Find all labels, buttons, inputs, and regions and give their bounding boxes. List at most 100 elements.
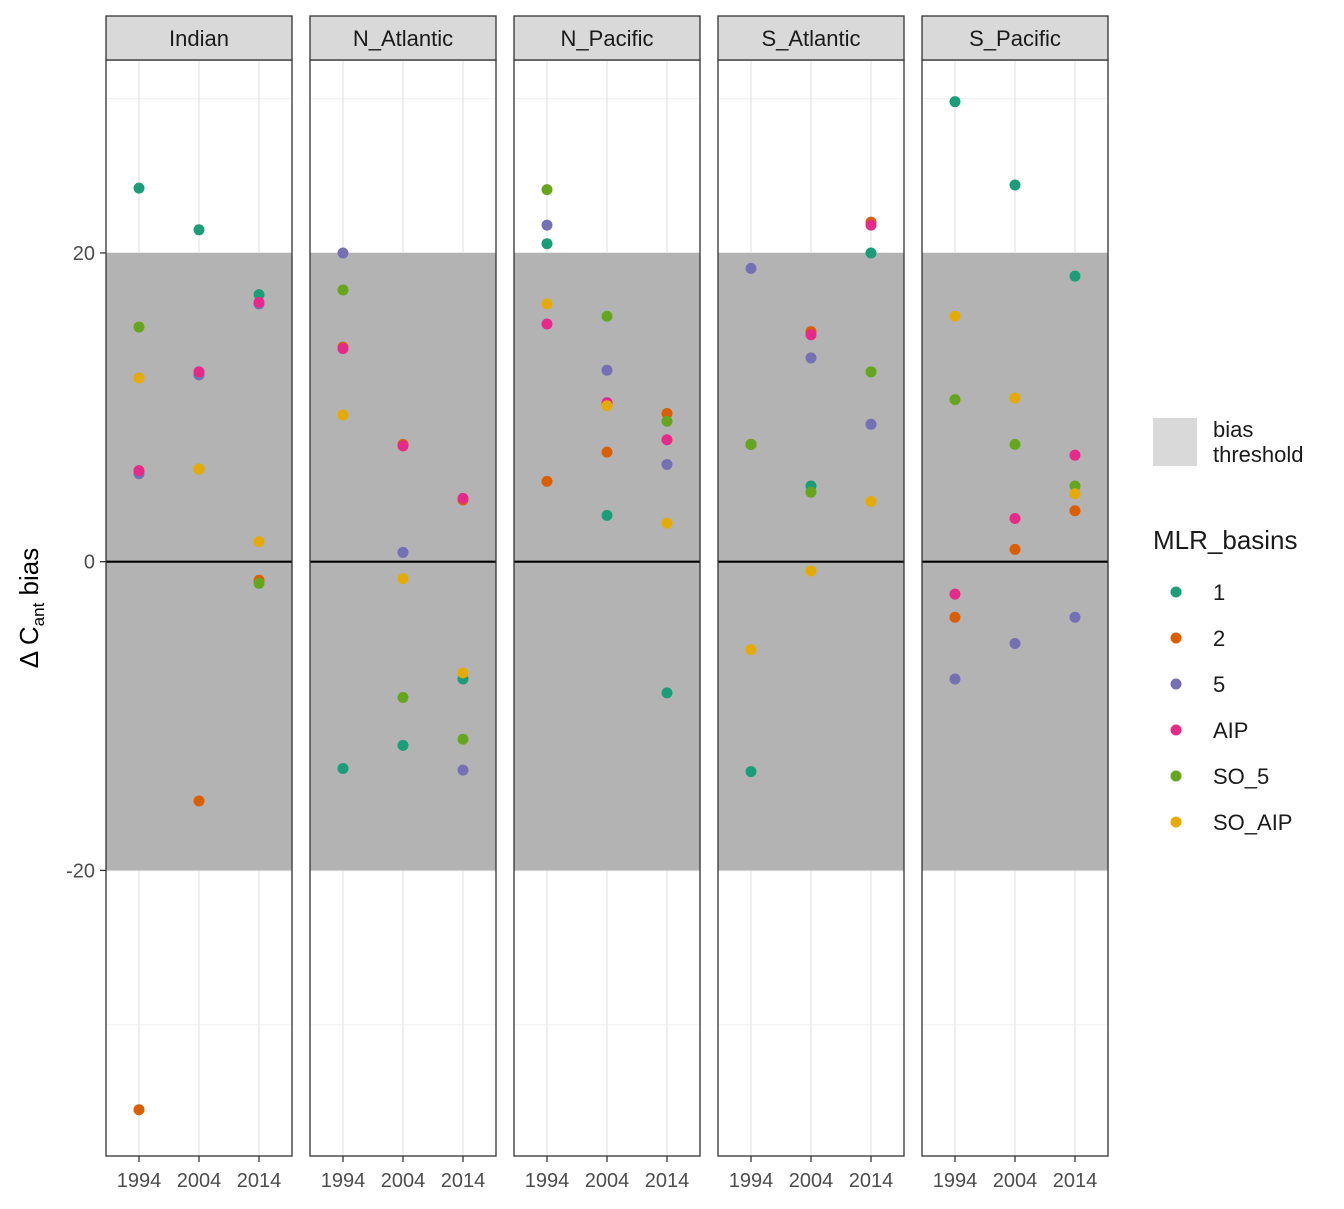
data-point	[541, 238, 553, 250]
data-point	[457, 764, 469, 776]
data-point	[193, 795, 205, 807]
x-tick-label: 2014	[237, 1170, 282, 1192]
data-point	[1009, 179, 1021, 191]
facet-panel: N_Atlantic 1994 2004 2014	[309, 15, 497, 1192]
legend-label: 5	[1213, 672, 1225, 697]
facet-strip-label: N_Pacific	[561, 26, 654, 51]
data-point	[865, 495, 877, 507]
x-tick-label: 2004	[177, 1170, 222, 1192]
data-point	[661, 434, 673, 446]
data-point	[193, 366, 205, 378]
data-point	[253, 289, 265, 301]
data-point	[457, 733, 469, 745]
y-axis-title-main: Δ C	[14, 626, 44, 668]
x-tick-label: 1994	[117, 1170, 162, 1192]
legend-fill-label: threshold	[1213, 442, 1304, 467]
data-point	[745, 644, 757, 656]
data-point	[193, 224, 205, 236]
x-tick-label: 2004	[789, 1170, 834, 1192]
x-tick-label: 2014	[1053, 1170, 1098, 1192]
facet-strip	[309, 15, 497, 61]
data-point	[541, 219, 553, 231]
data-point	[661, 458, 673, 470]
facet-panel: Indian 1994 2004 2014	[105, 15, 293, 1192]
legend-key	[1170, 586, 1182, 598]
facet-strip	[513, 15, 701, 61]
data-point	[337, 409, 349, 421]
data-point	[949, 310, 961, 322]
y-axis-title: Δ Cant bias	[14, 548, 48, 669]
x-tick-label: 2004	[381, 1170, 426, 1192]
legend-key	[1170, 770, 1182, 782]
data-point	[397, 739, 409, 751]
data-point	[805, 565, 817, 577]
data-point	[601, 509, 613, 521]
x-tick-label: 2014	[849, 1170, 894, 1192]
data-point	[1009, 512, 1021, 524]
data-point	[133, 465, 145, 477]
facet-strip	[921, 15, 1109, 61]
data-point	[601, 310, 613, 322]
data-point	[601, 446, 613, 458]
legend-key	[1170, 678, 1182, 690]
data-point	[661, 517, 673, 529]
data-point	[949, 96, 961, 108]
legend-label: 1	[1213, 580, 1225, 605]
facet-strip-label: S_Atlantic	[761, 26, 860, 51]
data-point	[745, 262, 757, 274]
data-point	[541, 318, 553, 330]
x-tick-label: 1994	[729, 1170, 774, 1192]
x-tick-label: 2014	[441, 1170, 486, 1192]
data-point	[865, 219, 877, 231]
data-point	[337, 247, 349, 259]
data-point	[1069, 505, 1081, 517]
y-axis-title-suffix: bias	[14, 548, 44, 603]
facet-strip	[105, 15, 293, 61]
data-point	[397, 546, 409, 558]
y-tick-label: -20	[66, 860, 95, 882]
legend-fill-key	[1153, 418, 1197, 466]
data-point	[1069, 270, 1081, 282]
y-tick-label: 0	[84, 552, 95, 574]
data-point	[865, 418, 877, 430]
y-axis-title-subscript: ant	[29, 602, 48, 626]
data-point	[541, 475, 553, 487]
data-point	[541, 298, 553, 310]
data-point	[1009, 638, 1021, 650]
data-point	[805, 329, 817, 341]
data-point	[133, 1104, 145, 1116]
data-point	[661, 407, 673, 419]
data-point	[865, 247, 877, 259]
data-point	[601, 364, 613, 376]
data-point	[337, 343, 349, 355]
data-point	[949, 394, 961, 406]
facet-panel: S_Pacific 1994 2004 2014	[921, 15, 1109, 1192]
data-point	[253, 577, 265, 589]
data-point	[805, 352, 817, 364]
data-point	[661, 415, 673, 427]
data-point	[1009, 392, 1021, 404]
data-point	[397, 440, 409, 452]
data-point	[1069, 480, 1081, 492]
data-point	[133, 182, 145, 194]
legend-key	[1170, 724, 1182, 736]
data-point	[457, 492, 469, 504]
x-tick-label: 1994	[525, 1170, 570, 1192]
data-point	[133, 372, 145, 384]
data-point	[133, 321, 145, 333]
data-point	[397, 573, 409, 585]
x-tick-label: 1994	[933, 1170, 978, 1192]
data-point	[541, 184, 553, 196]
data-point	[865, 366, 877, 378]
facet-strip-label: Indian	[169, 26, 229, 51]
data-point	[1069, 488, 1081, 500]
data-point	[745, 438, 757, 450]
data-point	[949, 673, 961, 685]
data-point	[661, 687, 673, 699]
legend-key	[1170, 816, 1182, 828]
x-tick-label: 2004	[585, 1170, 630, 1192]
data-point	[337, 763, 349, 775]
data-point	[949, 588, 961, 600]
